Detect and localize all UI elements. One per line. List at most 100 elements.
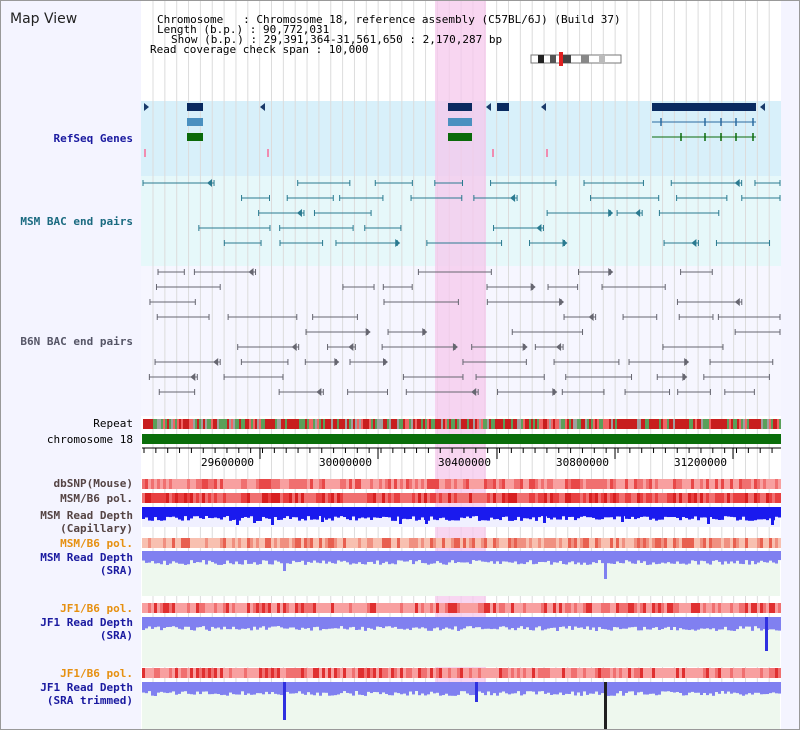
bac-end-pair xyxy=(536,224,542,232)
polymorphism-bin xyxy=(463,538,466,548)
polymorphism-bin xyxy=(619,493,622,503)
depth-bar xyxy=(697,551,700,565)
depth-bar xyxy=(412,682,415,695)
polymorphism-bin xyxy=(508,493,511,503)
depth-bar xyxy=(736,551,739,561)
depth-bar xyxy=(508,551,511,563)
label-jf1-read-depth-trimmed[interactable]: JF1 Read Depth (SRA trimmed) xyxy=(40,681,133,707)
chromosome-ideogram[interactable] xyxy=(530,52,622,66)
depth-bar xyxy=(169,551,172,564)
depth-bar xyxy=(238,682,241,695)
repeat-element xyxy=(431,419,433,429)
gene-strand-arrow xyxy=(144,103,149,111)
depth-bar xyxy=(628,682,631,692)
polymorphism-bin xyxy=(535,603,538,613)
depth-bar xyxy=(355,507,358,521)
polymorphism-bin xyxy=(766,668,769,678)
polymorphism-bin xyxy=(580,538,583,548)
polymorphism-bin xyxy=(364,479,367,489)
label-msm-read-depth-sra[interactable]: MSM Read Depth (SRA) xyxy=(40,551,133,577)
repeat-element xyxy=(617,419,619,429)
b6n-bac-track[interactable] xyxy=(148,268,781,396)
polymorphism-bin xyxy=(712,603,715,613)
polymorphism-bin xyxy=(703,603,706,613)
label-jf1-b6-pol[interactable]: JF1/B6 pol. xyxy=(60,602,133,615)
label-repeat[interactable]: Repeat xyxy=(93,417,133,430)
depth-bar xyxy=(166,617,169,628)
repeat-element xyxy=(559,419,561,429)
depth-bar xyxy=(424,682,427,696)
depth-bar xyxy=(304,617,307,629)
polymorphism-bin xyxy=(304,603,307,613)
label-msm-b6-pol[interactable]: MSM/B6 pol. xyxy=(60,492,133,505)
depth-bar xyxy=(358,617,361,630)
polymorphism-bin xyxy=(649,479,652,489)
depth-bar xyxy=(547,551,550,561)
polymorphism-bin xyxy=(742,493,745,503)
polymorphism-bin xyxy=(298,603,301,613)
label-chromosome[interactable]: chromosome 18 xyxy=(46,433,133,446)
label-msm-b6-pol-2[interactable]: MSM/B6 pol. xyxy=(60,537,133,550)
depth-bar xyxy=(505,682,508,694)
chromosome-bar[interactable] xyxy=(142,434,781,444)
repeat-element xyxy=(497,419,499,429)
polymorphism-bin xyxy=(157,668,160,678)
depth-bar xyxy=(751,551,754,561)
label-msm-read-depth-capillary[interactable]: MSM Read Depth (Capillary) xyxy=(40,509,133,535)
polymorphism-bin xyxy=(355,668,358,678)
depth-bar xyxy=(349,507,352,521)
depth-bar xyxy=(661,617,664,630)
polymorphism-bin xyxy=(148,668,151,678)
depth-bar xyxy=(250,551,253,564)
polymorphism-bin xyxy=(277,668,280,678)
repeat-element xyxy=(601,419,603,429)
polymorphism-bin xyxy=(466,479,469,489)
label-jf1-b6-pol-2[interactable]: JF1/B6 pol. xyxy=(60,667,133,680)
msm-bac-track[interactable] xyxy=(142,179,781,247)
depth-bar xyxy=(409,551,412,561)
depth-bar xyxy=(454,551,457,564)
polymorphism-bin xyxy=(532,479,535,489)
depth-bar xyxy=(646,617,649,630)
label-dbsnp[interactable]: dbSNP(Mouse) xyxy=(53,477,133,490)
depth-bar xyxy=(658,617,661,630)
polymorphism-bin xyxy=(490,668,493,678)
polymorphism-bin xyxy=(367,493,370,503)
polymorphism-bin xyxy=(316,479,319,489)
gene-strand-arrow xyxy=(760,103,765,111)
polymorphism-bin xyxy=(211,603,214,613)
polymorphism-bin xyxy=(469,603,472,613)
repeat-element xyxy=(607,419,609,429)
axis-tick-label: 31200000 xyxy=(674,456,727,469)
polymorphism-bin xyxy=(238,603,241,613)
polymorphism-bin xyxy=(442,493,445,503)
depth-bar xyxy=(610,551,613,564)
polymorphism-bin xyxy=(241,603,244,613)
depth-bar xyxy=(460,682,463,692)
depth-bar xyxy=(214,507,217,518)
polymorphism-bin xyxy=(742,603,745,613)
repeat-element xyxy=(261,419,263,429)
quantitative-tracks[interactable] xyxy=(142,479,781,730)
label-jf1-read-depth-sra[interactable]: JF1 Read Depth (SRA) xyxy=(40,616,133,642)
depth-bar xyxy=(370,507,373,520)
polymorphism-bin xyxy=(697,493,700,503)
depth-bar xyxy=(448,507,451,521)
depth-bar xyxy=(697,682,700,693)
label-msm-bac[interactable]: MSM BAC end pairs xyxy=(20,215,133,228)
polymorphism-bin xyxy=(361,668,364,678)
polymorphism-bin xyxy=(751,668,754,678)
label-refseq-genes[interactable]: RefSeq Genes xyxy=(53,132,133,145)
label-b6n-bac[interactable]: B6N BAC end pairs xyxy=(20,335,133,348)
polymorphism-bin xyxy=(241,479,244,489)
polymorphism-bin xyxy=(322,603,325,613)
depth-bar xyxy=(319,617,322,631)
repeat-track[interactable] xyxy=(143,419,781,429)
repeat-element xyxy=(329,419,331,429)
depth-bar xyxy=(676,617,679,631)
depth-bar xyxy=(628,617,631,628)
polymorphism-bin xyxy=(304,538,307,548)
refseq-gene-track[interactable] xyxy=(144,103,765,157)
depth-bar xyxy=(316,551,319,563)
